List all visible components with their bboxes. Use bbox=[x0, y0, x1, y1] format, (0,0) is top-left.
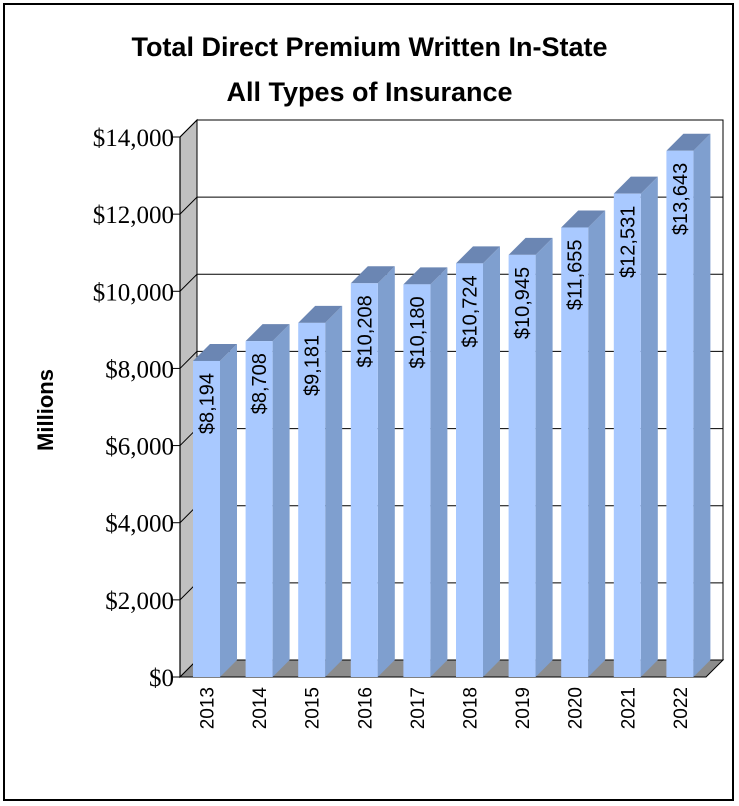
bar-side bbox=[640, 176, 658, 677]
bar-front bbox=[245, 341, 273, 677]
bar-top bbox=[350, 266, 395, 284]
bar-top bbox=[613, 176, 658, 194]
y-axis-label: Millions bbox=[33, 369, 58, 451]
bar-2019: $10,945 bbox=[508, 237, 553, 678]
data-label: $8,708 bbox=[249, 353, 271, 414]
bar-side bbox=[693, 133, 711, 677]
data-label: $11,655 bbox=[565, 239, 587, 310]
bar-top bbox=[245, 324, 290, 342]
y-tick-label: $2,000 bbox=[105, 588, 174, 615]
bar-2016: $10,208 bbox=[350, 266, 395, 677]
bar-2017: $10,180 bbox=[403, 267, 448, 677]
x-tick-label: 2016 bbox=[355, 687, 376, 729]
gridline bbox=[179, 196, 723, 215]
bar-side bbox=[588, 210, 606, 677]
y-tick-label: $6,000 bbox=[105, 434, 174, 461]
bar-2013: $8,194 bbox=[193, 343, 237, 677]
x-tick-label: 2022 bbox=[671, 687, 692, 729]
data-label: $10,945 bbox=[512, 267, 534, 339]
bar-side bbox=[272, 324, 290, 677]
gridline bbox=[179, 119, 723, 138]
chart-subtitle: All Types of Insurance bbox=[226, 77, 513, 107]
bar-side bbox=[535, 237, 553, 678]
x-tick-label: 2017 bbox=[408, 687, 429, 729]
bar-2021: $12,531 bbox=[613, 176, 658, 677]
x-tick-label: 2020 bbox=[566, 687, 587, 729]
y-tick-label: $14,000 bbox=[93, 125, 174, 152]
bar-top bbox=[561, 210, 606, 228]
bar-front bbox=[508, 254, 536, 678]
data-label: $10,208 bbox=[354, 295, 376, 367]
bar-top bbox=[403, 267, 448, 285]
y-tick-label: $4,000 bbox=[105, 511, 174, 538]
bar-front bbox=[193, 360, 220, 677]
bar-2022: $13,643 bbox=[666, 133, 711, 677]
bar-2018: $10,724 bbox=[456, 246, 500, 678]
x-tick-label: 2019 bbox=[513, 687, 534, 729]
bar-top bbox=[666, 133, 711, 151]
x-tick-label: 2015 bbox=[303, 687, 324, 729]
chart-title: Total Direct Premium Written In-State bbox=[131, 32, 608, 62]
bar-side bbox=[220, 343, 237, 677]
data-label: $13,643 bbox=[670, 163, 692, 235]
bar-front bbox=[298, 322, 326, 677]
bar-front bbox=[561, 227, 589, 677]
y-tick-label: $8,000 bbox=[105, 356, 174, 383]
bar-side bbox=[325, 305, 343, 677]
data-label: $9,181 bbox=[302, 335, 324, 396]
data-label: $12,531 bbox=[617, 206, 639, 278]
y-tick-label: $0 bbox=[149, 665, 174, 692]
bar-front bbox=[456, 263, 483, 677]
bar-2014: $8,708 bbox=[245, 324, 290, 677]
bar-side bbox=[483, 246, 500, 678]
bar-front bbox=[613, 193, 641, 677]
y-tick-label: $10,000 bbox=[93, 279, 174, 306]
bar-front bbox=[403, 284, 431, 677]
x-tick-label: 2021 bbox=[618, 687, 639, 729]
bar-top bbox=[456, 246, 500, 264]
data-label: $8,194 bbox=[197, 373, 219, 434]
x-tick-label: 2013 bbox=[198, 687, 219, 729]
y-tick-label: $12,000 bbox=[93, 202, 174, 229]
bar-side bbox=[430, 267, 448, 677]
bar-front bbox=[350, 283, 378, 677]
x-tick-label: 2018 bbox=[461, 687, 482, 729]
bar-2020: $11,655 bbox=[561, 210, 606, 677]
bar-2015: $9,181 bbox=[298, 305, 343, 677]
bar-front bbox=[666, 150, 694, 677]
bar-top bbox=[508, 237, 553, 255]
bar-side bbox=[377, 266, 395, 677]
data-label: $10,180 bbox=[407, 296, 429, 368]
x-tick-label: 2014 bbox=[250, 687, 271, 730]
bar-top bbox=[193, 343, 237, 361]
bar-top bbox=[298, 305, 343, 323]
data-label: $10,724 bbox=[460, 275, 482, 347]
